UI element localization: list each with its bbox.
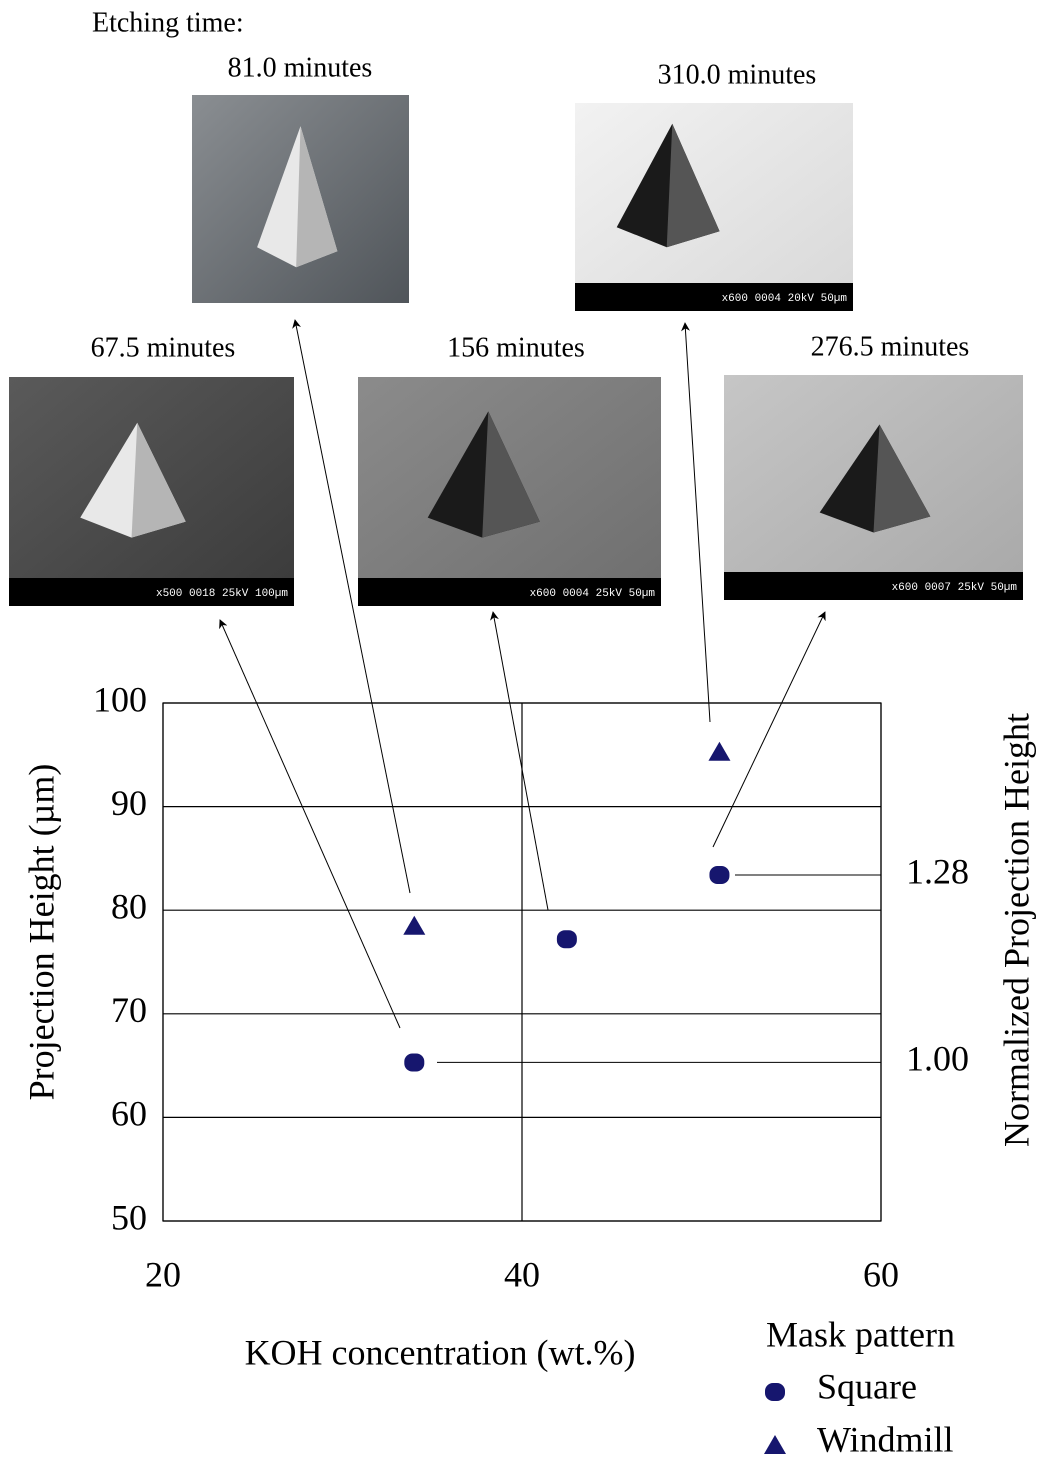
y-tick-label: 80 [111,886,147,926]
legend-label: Windmill [817,1419,954,1459]
legend-title: Mask pattern [766,1314,955,1354]
arrow [220,620,400,1028]
y2-tick-label: 1.00 [906,1039,969,1079]
y-tick-label: 90 [111,783,147,823]
y-tick-label: 70 [111,990,147,1030]
y2-tick-label: 1.28 [906,851,969,891]
scale-bar-text: x600 0004 20kV 50µm [722,293,848,305]
data-point [557,930,577,948]
legend-marker [764,1435,786,1454]
image-caption: 67.5 minutes [91,332,236,363]
scale-bar-text: x600 0007 25kV 50µm [892,582,1018,594]
x-tick-label: 20 [145,1254,181,1294]
data-point [709,866,729,884]
y-tick-label: 100 [93,679,147,719]
image-caption: 310.0 minutes [658,59,817,90]
x-tick-label: 40 [504,1254,540,1294]
page: Etching time: KOH concentration (wt.%) P… [0,0,1046,1461]
image-caption: 81.0 minutes [228,52,373,83]
data-point [404,1053,424,1071]
sem-image: x600 0007 25kV 50µm [724,375,1023,600]
y-tick-label: 60 [111,1094,147,1134]
image-caption: 156 minutes [447,332,585,363]
image-frame [575,103,853,311]
y2-axis-label: Normalized Projection Height [996,713,1036,1147]
sem-image: x600 0004 20kV 50µm [575,103,853,311]
arrow [685,323,710,722]
sem-image [192,95,409,303]
sem-image: x500 0018 25kV 100µm [9,377,294,606]
y-axis-label: Projection Height (µm) [21,764,61,1101]
annotation: Etching time: [92,7,244,38]
image-caption: 276.5 minutes [811,331,970,362]
scale-bar-text: x600 0004 25kV 50µm [530,588,656,600]
arrow [713,612,825,847]
chart: Etching time: KOH concentration (wt.%) P… [0,0,1046,1461]
arrow [493,612,548,910]
data-point [708,742,730,761]
scale-bar-text: x500 0018 25kV 100µm [156,588,288,600]
legend-marker [765,1383,785,1401]
y-tick-label: 50 [111,1197,147,1237]
data-point [403,916,425,935]
x-axis-label: KOH concentration (wt.%) [245,1332,636,1372]
sem-image: x600 0004 25kV 50µm [358,377,661,606]
x-tick-label: 60 [863,1254,899,1294]
legend-label: Square [817,1366,917,1406]
